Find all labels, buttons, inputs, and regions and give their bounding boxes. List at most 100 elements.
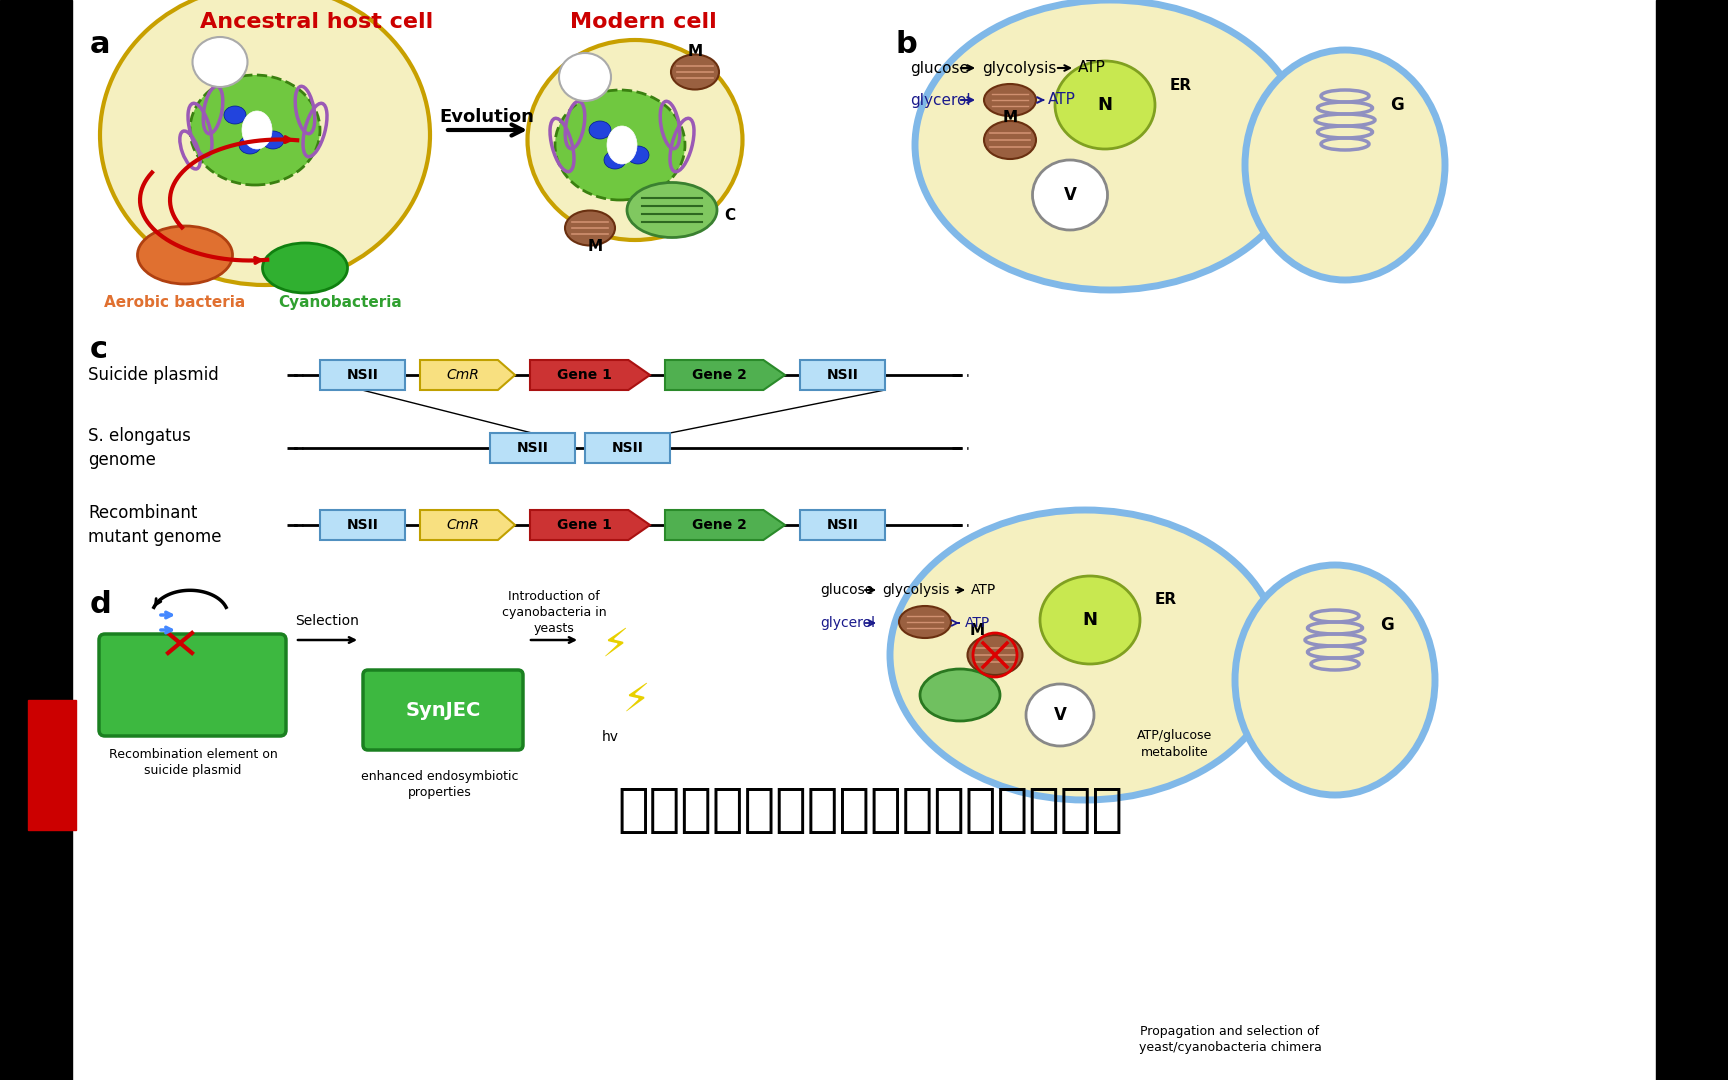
Bar xyxy=(28,700,76,831)
Text: Recombination element on
suicide plasmid: Recombination element on suicide plasmid xyxy=(109,748,278,777)
FancyBboxPatch shape xyxy=(98,634,287,735)
Polygon shape xyxy=(420,360,515,390)
Text: NSII: NSII xyxy=(347,518,378,532)
Ellipse shape xyxy=(890,510,1280,800)
Ellipse shape xyxy=(527,40,743,240)
Text: ER: ER xyxy=(1154,593,1177,607)
Bar xyxy=(586,433,670,463)
Text: Gene 1: Gene 1 xyxy=(556,368,612,382)
Text: SynJEC: SynJEC xyxy=(406,701,480,719)
Text: Modern cell: Modern cell xyxy=(570,12,717,32)
Text: metabolite: metabolite xyxy=(1140,745,1210,758)
Text: N: N xyxy=(1097,96,1113,114)
Polygon shape xyxy=(420,510,515,540)
Ellipse shape xyxy=(225,106,245,124)
Text: glycolysis: glycolysis xyxy=(881,583,949,597)
Ellipse shape xyxy=(1244,50,1445,280)
Polygon shape xyxy=(665,360,785,390)
Text: C: C xyxy=(724,207,734,222)
Text: NSII: NSII xyxy=(826,518,859,532)
Ellipse shape xyxy=(627,183,717,238)
Ellipse shape xyxy=(555,90,684,200)
Text: glycerol: glycerol xyxy=(821,616,874,630)
Text: Recombinant
mutant genome: Recombinant mutant genome xyxy=(88,504,221,545)
Ellipse shape xyxy=(263,243,347,293)
Ellipse shape xyxy=(263,131,283,149)
Text: c: c xyxy=(90,335,107,364)
Text: G: G xyxy=(1389,96,1403,114)
Text: glucose: glucose xyxy=(821,583,873,597)
Ellipse shape xyxy=(1236,565,1434,795)
Ellipse shape xyxy=(238,136,261,154)
Ellipse shape xyxy=(919,669,1001,721)
Ellipse shape xyxy=(607,126,638,164)
Text: glycolysis: glycolysis xyxy=(982,60,1056,76)
Text: M: M xyxy=(588,239,603,254)
Text: G: G xyxy=(1381,616,1394,634)
Text: ATP: ATP xyxy=(1047,93,1077,108)
Text: ⚡: ⚡ xyxy=(601,626,629,664)
Text: ER: ER xyxy=(1170,78,1192,93)
Text: ATP/glucose: ATP/glucose xyxy=(1137,729,1213,742)
Text: M: M xyxy=(1002,110,1018,125)
Text: d: d xyxy=(90,590,112,619)
Text: CmR: CmR xyxy=(446,368,479,382)
Bar xyxy=(1655,0,1728,1080)
Text: b: b xyxy=(895,30,918,59)
Ellipse shape xyxy=(670,54,719,90)
Ellipse shape xyxy=(1033,160,1108,230)
Polygon shape xyxy=(665,510,785,540)
Ellipse shape xyxy=(100,0,430,285)
Text: glucose: glucose xyxy=(911,60,969,76)
Text: Gene 2: Gene 2 xyxy=(691,368,746,382)
Text: enhanced endosymbiotic
properties: enhanced endosymbiotic properties xyxy=(361,770,518,799)
Text: M: M xyxy=(688,44,703,59)
Text: Cyanobacteria: Cyanobacteria xyxy=(278,295,403,310)
Ellipse shape xyxy=(565,211,615,245)
Text: Ancestral host cell: Ancestral host cell xyxy=(200,12,434,32)
Text: ATP: ATP xyxy=(971,583,997,597)
Ellipse shape xyxy=(1040,576,1140,664)
Text: V: V xyxy=(1063,186,1077,204)
Polygon shape xyxy=(530,360,650,390)
Text: Gene 1: Gene 1 xyxy=(556,518,612,532)
Text: Evolution: Evolution xyxy=(439,108,534,126)
Ellipse shape xyxy=(1026,684,1094,746)
Ellipse shape xyxy=(605,151,626,168)
Ellipse shape xyxy=(899,606,950,638)
Text: 尽管这一进化事件具有根本的重要性: 尽管这一进化事件具有根本的重要性 xyxy=(617,784,1123,836)
Text: Selection: Selection xyxy=(295,615,359,627)
Text: ATP: ATP xyxy=(1078,60,1106,76)
Bar xyxy=(800,360,885,390)
Text: a: a xyxy=(90,30,111,59)
Text: S. elongatus
genome: S. elongatus genome xyxy=(88,428,190,469)
Ellipse shape xyxy=(192,37,247,87)
Bar xyxy=(491,433,575,463)
Text: NSII: NSII xyxy=(826,368,859,382)
Ellipse shape xyxy=(983,84,1037,116)
Text: V: V xyxy=(1054,706,1066,724)
Text: Gene 2: Gene 2 xyxy=(691,518,746,532)
Ellipse shape xyxy=(627,146,650,164)
Text: ⚡: ⚡ xyxy=(622,681,650,719)
Bar xyxy=(0,0,73,1080)
Text: Suicide plasmid: Suicide plasmid xyxy=(88,366,219,384)
Ellipse shape xyxy=(613,131,636,149)
Text: NSII: NSII xyxy=(612,441,643,455)
Text: Introduction of
cyanobacteria in
yeasts: Introduction of cyanobacteria in yeasts xyxy=(501,590,607,635)
Ellipse shape xyxy=(916,0,1305,291)
FancyBboxPatch shape xyxy=(363,670,524,750)
Ellipse shape xyxy=(589,121,612,139)
Text: N: N xyxy=(1082,611,1097,629)
Ellipse shape xyxy=(249,116,271,134)
Bar xyxy=(320,510,404,540)
Text: CmR: CmR xyxy=(446,518,479,532)
Text: NSII: NSII xyxy=(347,368,378,382)
Ellipse shape xyxy=(138,226,233,284)
Text: glycerol: glycerol xyxy=(911,93,971,108)
Text: ATP: ATP xyxy=(964,616,990,630)
Text: M: M xyxy=(969,623,985,638)
Ellipse shape xyxy=(968,635,1023,675)
Ellipse shape xyxy=(983,121,1037,159)
Bar xyxy=(320,360,404,390)
